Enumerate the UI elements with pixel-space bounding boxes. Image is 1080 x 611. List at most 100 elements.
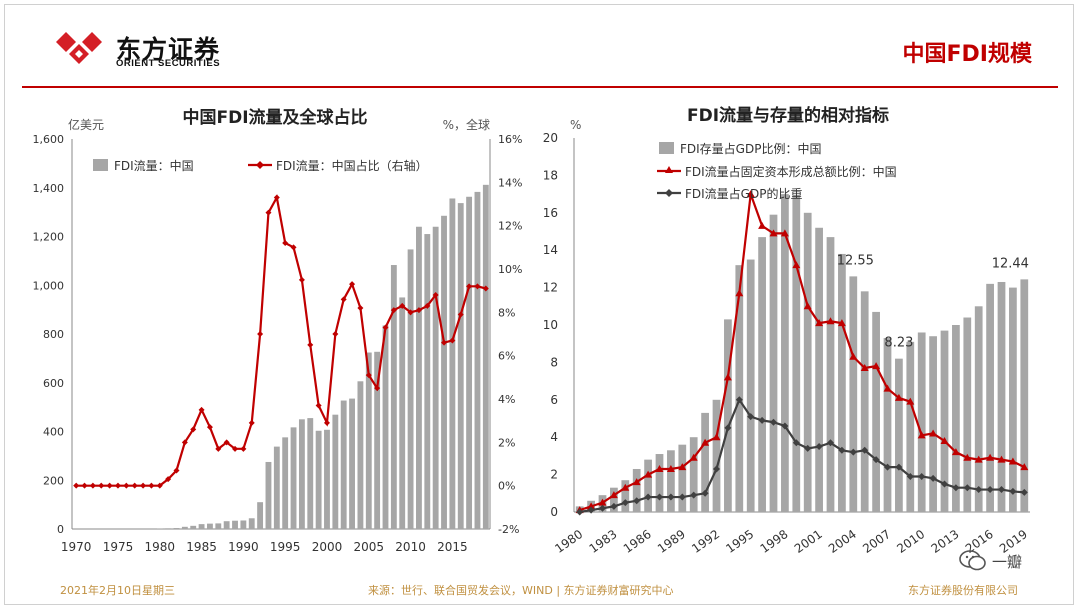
- chart1-legend-bar-swatch: [93, 159, 108, 171]
- chart2-fixed-capital-point: [1008, 457, 1017, 465]
- chart2-y-tick-label: 14: [543, 243, 558, 257]
- chart2-fixed-capital-point: [632, 478, 641, 486]
- chart2-fixed-capital-point: [826, 317, 835, 325]
- chart1-bar: [441, 215, 447, 529]
- chart2-bar: [689, 437, 698, 512]
- chart2-fixed-capital-point: [917, 431, 926, 439]
- chart2-bar: [974, 306, 983, 512]
- chart2-gdp-share-point: [975, 486, 983, 494]
- chart1-share-point: [273, 194, 280, 201]
- chart2-fixed-capital-point: [769, 229, 778, 237]
- chart2-gdp-share-point: [963, 484, 971, 492]
- chart2-gdp-share-point: [804, 444, 812, 452]
- chart1-right-tick-label: 6%: [498, 350, 515, 363]
- chart1-share-point: [131, 482, 138, 489]
- chart1-share-point: [248, 419, 255, 426]
- chart2-x-tick-label: 2004: [826, 527, 859, 556]
- chart2-gdp-share-point: [621, 499, 629, 507]
- chart1-share-point: [357, 305, 364, 311]
- chart2-legend-dark-label: FDI流量占GDP的比重: [685, 186, 802, 201]
- chart2-bar: [895, 358, 903, 512]
- chart2-bar: [724, 319, 732, 512]
- chart1-share-point: [206, 424, 213, 431]
- chart1-right-tick-label: -2%: [498, 523, 519, 536]
- chart1-right-tick-label: 12%: [498, 220, 522, 233]
- chart1-bar: [232, 520, 238, 529]
- chart1-share-point: [140, 482, 147, 489]
- chart1-bar: [416, 226, 422, 529]
- chart1-share-point: [415, 307, 422, 314]
- chart2-fixed-capital-point: [655, 464, 664, 472]
- chart2-gdp-share-point: [758, 416, 766, 424]
- chart2-gdp-share-point: [861, 446, 869, 454]
- chart1-x-tick-label: 1985: [186, 540, 217, 554]
- chart1-bar: [273, 446, 280, 529]
- chart1-left-tick-label: 1,600: [33, 133, 65, 146]
- chart2-x-tick-label: 1995: [723, 527, 756, 556]
- chart2-gdp-share-line: [579, 397, 1025, 514]
- chart1-bar: [190, 525, 197, 529]
- chart2-bar: [986, 283, 994, 512]
- chart1-bar: [357, 381, 364, 529]
- chart2-bar: [815, 227, 823, 512]
- chart1-bar: [365, 352, 372, 529]
- chart1-bar: [349, 398, 355, 529]
- chart1-x-tick-label: 1975: [103, 540, 134, 554]
- chart1-share-point: [466, 283, 473, 290]
- chart2-bar: [610, 487, 618, 512]
- chart2-bar: [792, 195, 801, 512]
- chart2-gdp-share-point: [1009, 487, 1017, 495]
- chart2-gdp-share-point: [929, 474, 937, 482]
- chart2-gdp-share-point: [735, 396, 743, 404]
- chart2-bar: [963, 317, 972, 512]
- chart1-bar: [248, 518, 255, 529]
- chart2-gdp-share-point: [747, 413, 755, 421]
- chart1-share-point: [340, 296, 347, 303]
- chart2-x-tick-label: 1986: [621, 527, 654, 556]
- chart2-gdp-share-point: [986, 486, 994, 494]
- chart1-title: 中国FDI流量及全球占比: [182, 107, 367, 128]
- chart1-share-point: [173, 467, 180, 474]
- chart2-bar: [940, 330, 949, 512]
- chart1-bar: [432, 226, 439, 529]
- chart2-gdp-share-point: [644, 493, 652, 501]
- chart1-share-point: [323, 419, 330, 426]
- chart2-x-tick-label: 1983: [587, 527, 620, 556]
- chart1-right-tick-label: 0%: [498, 480, 515, 493]
- chart1-share-point: [181, 439, 188, 446]
- chart2-fixed-capital-point: [849, 352, 858, 360]
- chart1-share-point: [156, 482, 163, 489]
- chart2-y-tick-label: 8: [550, 355, 558, 369]
- chart2-bar: [929, 336, 937, 512]
- chart2-fixed-capital-point: [598, 498, 607, 506]
- footer-source: 来源：世行、联合国贸发会议，WIND | 东方证券财富研究中心: [368, 584, 674, 597]
- chart2-gdp-share-point: [827, 439, 834, 447]
- chart2-fixed-capital-point: [621, 483, 630, 491]
- chart1-right-tick-label: 14%: [498, 176, 522, 189]
- chart2-gdp-share-point: [849, 448, 857, 456]
- chart2-bar: [735, 265, 744, 512]
- chart1-share-point: [232, 445, 239, 452]
- chart2-gdp-share-point: [781, 422, 789, 430]
- chart1-share-point: [265, 209, 272, 216]
- chart1-bar: [315, 430, 322, 529]
- chart1-share-point: [382, 324, 389, 331]
- chart2-fixed-capital-point: [735, 289, 744, 297]
- chart1-share-point: [165, 476, 172, 483]
- chart2-fixed-capital-point: [860, 364, 869, 372]
- chart2-gdp-share-point: [815, 443, 823, 451]
- chart1-bar: [240, 520, 247, 529]
- chart1-share-point: [123, 482, 130, 489]
- chart2-fixed-capital-point: [883, 384, 892, 392]
- chart2-y-tick-label: 6: [550, 393, 558, 407]
- chart2-title: FDI流量与存量的相对指标: [687, 105, 889, 126]
- chart2-bar: [860, 291, 869, 512]
- chart2-gdp-share-point: [872, 456, 880, 464]
- chart2-fixed-capital-point: [986, 453, 995, 461]
- chart2-fixed-capital-point: [723, 373, 732, 381]
- chart2-y-tick-label: 20: [543, 131, 558, 145]
- chart1-share-point: [441, 339, 448, 346]
- chart1-bar: [340, 400, 347, 529]
- chart1-bar: [424, 234, 431, 529]
- chart1-bar: [173, 528, 180, 529]
